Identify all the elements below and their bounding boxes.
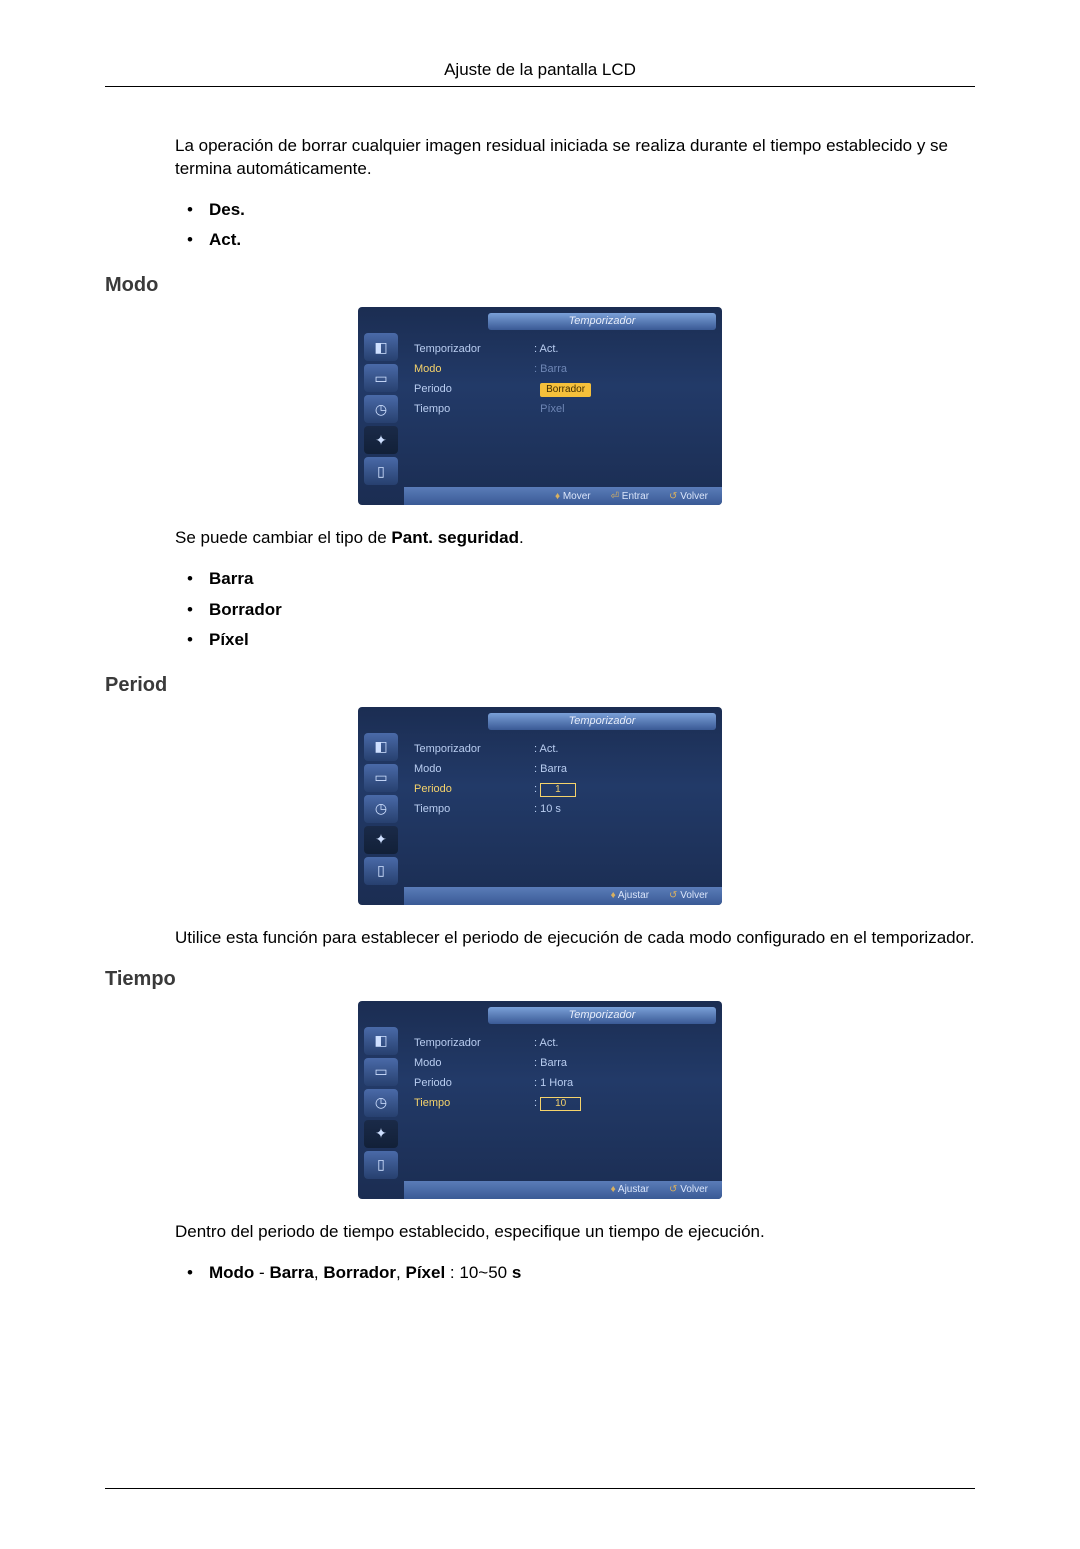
- osd-footer: ♦ Ajustar ↺ Volver: [404, 887, 722, 905]
- osd-title: Temporizador: [488, 1007, 716, 1024]
- osd-screenshot-tiempo: Temporizador ◧ ▭ ◷ ✦ ▯ Temporizador Modo…: [358, 1001, 722, 1199]
- picture-icon: ◧: [364, 1027, 398, 1055]
- osd-value: : Act.: [534, 739, 704, 759]
- tiempo-spec-list: Modo - Barra, Borrador, Píxel : 10~50 s: [175, 1258, 975, 1289]
- period-text: Utilice esta función para establecer el …: [175, 927, 975, 950]
- section-heading-tiempo: Tiempo: [105, 968, 975, 991]
- time-icon: ◷: [364, 1089, 398, 1117]
- list-item: Píxel: [209, 630, 249, 649]
- multi-icon: ▯: [364, 457, 398, 485]
- list-item: Act.: [209, 230, 241, 249]
- setup-icon: ✦: [364, 426, 398, 454]
- osd-label: Temporizador: [414, 1033, 524, 1053]
- input-icon: ▭: [364, 764, 398, 792]
- osd-label: Periodo: [414, 1073, 524, 1093]
- intro-list: Des. Act.: [175, 195, 975, 256]
- time-icon: ◷: [364, 395, 398, 423]
- osd-screenshot-period: Temporizador ◧ ▭ ◷ ✦ ▯ Temporizador Modo…: [358, 707, 722, 905]
- osd-value: : 10: [534, 1093, 704, 1113]
- intro-text: La operación de borrar cualquier imagen …: [175, 135, 975, 181]
- osd-label: Tiempo: [414, 799, 524, 819]
- osd-value: : Barra: [534, 1053, 704, 1073]
- osd-title: Temporizador: [488, 713, 716, 730]
- time-icon: ◷: [364, 795, 398, 823]
- picture-icon: ◧: [364, 333, 398, 361]
- list-item: Borrador: [209, 600, 282, 619]
- osd-value: : 10 s: [534, 799, 704, 819]
- page-header: Ajuste de la pantalla LCD: [105, 60, 975, 87]
- osd-label: Modo: [414, 759, 524, 779]
- osd-value: : 1 Hora: [534, 1073, 704, 1093]
- input-icon: ▭: [364, 1058, 398, 1086]
- osd-label: Tiempo: [414, 399, 524, 419]
- list-item: Modo - Barra, Borrador, Píxel : 10~50 s: [175, 1258, 975, 1289]
- osd-value: : Act.: [534, 339, 704, 359]
- footer-rule: [105, 1488, 975, 1489]
- picture-icon: ◧: [364, 733, 398, 761]
- osd-value: : Barra: [534, 359, 704, 379]
- osd-label: Periodo: [414, 379, 524, 399]
- modo-list: Barra Borrador Píxel: [175, 564, 975, 656]
- osd-value: : Barra: [534, 759, 704, 779]
- osd-label: Tiempo: [414, 1093, 524, 1113]
- tiempo-text: Dentro del periodo de tiempo establecido…: [175, 1221, 975, 1244]
- osd-value: Borrador: [534, 379, 704, 399]
- section-heading-period: Period: [105, 674, 975, 697]
- section-heading-modo: Modo: [105, 274, 975, 297]
- multi-icon: ▯: [364, 857, 398, 885]
- setup-icon: ✦: [364, 1120, 398, 1148]
- input-icon: ▭: [364, 364, 398, 392]
- osd-value: : Act.: [534, 1033, 704, 1053]
- osd-screenshot-modo: Temporizador ◧ ▭ ◷ ✦ ▯ Temporizador Modo…: [358, 307, 722, 505]
- osd-label: Periodo: [414, 779, 524, 799]
- osd-value: : 1: [534, 779, 704, 799]
- multi-icon: ▯: [364, 1151, 398, 1179]
- osd-footer: ♦ Ajustar ↺ Volver: [404, 1181, 722, 1199]
- osd-label: Temporizador: [414, 739, 524, 759]
- osd-title: Temporizador: [488, 313, 716, 330]
- osd-label: Modo: [414, 359, 524, 379]
- osd-label: Temporizador: [414, 339, 524, 359]
- list-item: Barra: [209, 569, 253, 588]
- osd-footer: ♦ Mover ⏎ Entrar ↺ Volver: [404, 487, 722, 505]
- setup-icon: ✦: [364, 826, 398, 854]
- modo-text: Se puede cambiar el tipo de Pant. seguri…: [175, 527, 975, 550]
- osd-value: Píxel: [534, 399, 704, 419]
- list-item: Des.: [209, 200, 245, 219]
- osd-label: Modo: [414, 1053, 524, 1073]
